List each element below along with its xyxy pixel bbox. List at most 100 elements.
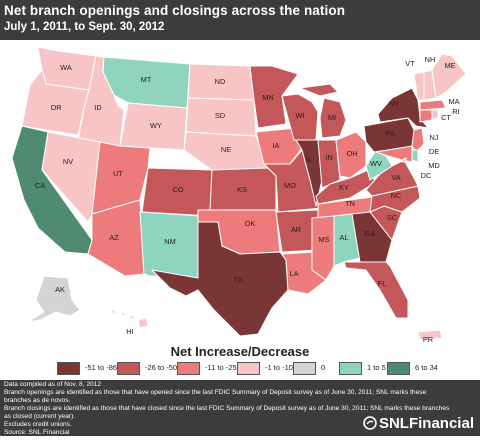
state-label-pr: PR (423, 335, 433, 344)
snl-financial-logo: SNLFinancial (363, 415, 474, 432)
footer-notes: Data compiled as of Nov. 8, 2012 Branch o… (4, 381, 480, 445)
state-label-mo: MO (284, 181, 296, 190)
legend-swatch (57, 362, 80, 375)
state-label-al: AL (339, 233, 348, 242)
header: Net branch openings and closings across … (0, 0, 480, 40)
state-label-me: ME (444, 61, 455, 70)
state-label-va: VA (391, 173, 400, 182)
legend-swatch (387, 362, 410, 375)
state-label-wv: WV (370, 159, 382, 168)
state-ms (311, 215, 335, 281)
state-label-fl: FL (378, 279, 387, 288)
state-ma (419, 99, 447, 111)
state-fl (343, 261, 409, 319)
state-label-nh: NH (425, 55, 436, 64)
us-map: WA OR CA ID NV MT WY UT AZ CO NM ND SD NE KS OK TX MN IA MO… (11, 46, 467, 344)
state-label-id: ID (94, 103, 101, 112)
state-ak (27, 275, 81, 323)
state-label-ny: NY (389, 99, 399, 108)
state-label-pa: PA (385, 129, 394, 138)
state-label-ut: UT (113, 169, 123, 178)
state-nv (41, 131, 101, 223)
state-label-mi: MI (328, 113, 336, 122)
state-dc (401, 157, 407, 163)
state-tx (151, 221, 289, 337)
state-label-tx: TX (233, 275, 243, 284)
state-label-hi: HI (126, 327, 133, 336)
legend-label: -1 to -10 (265, 363, 293, 372)
state-label-mt: MT (141, 75, 152, 84)
state-label-il: IL (306, 155, 312, 164)
state-label-ga: GA (365, 229, 376, 238)
state-me (431, 53, 467, 99)
state-label-ak: AK (55, 285, 65, 294)
footer-note-line: as closed (current year). (4, 413, 76, 420)
legend-swatch (177, 362, 200, 375)
state-nj (411, 127, 425, 153)
state-label-wi: WI (295, 111, 304, 120)
state-label-ia: IA (273, 141, 280, 150)
state-label-in: IN (325, 153, 332, 162)
state-mi (299, 83, 347, 139)
footer-note-line: Branch openings are identified as those … (4, 389, 427, 396)
snl-logo-icon (363, 416, 377, 430)
legend-swatch (339, 362, 362, 375)
state-az (87, 199, 145, 277)
state-ct (419, 109, 433, 123)
state-label-mn: MN (262, 93, 274, 102)
state-label-nj: NJ (429, 133, 438, 142)
legend-swatch (293, 362, 316, 375)
state-label-ok: OK (245, 219, 256, 228)
state-wi (281, 93, 319, 141)
state-label-ne: NE (221, 145, 231, 154)
state-label-wy: WY (150, 121, 162, 130)
state-label-tn: TN (345, 199, 355, 208)
footer-note-line: Map credit: Jesse Bellavance (4, 437, 90, 444)
legend-label: 0 (321, 363, 326, 372)
page-subtitle: July 1, 2011, to Sept. 30, 2012 (4, 21, 165, 33)
state-label-de: DE (429, 147, 439, 156)
state-label-ca: CA (35, 181, 45, 190)
legend-title: Net Increase/Decrease (170, 344, 310, 359)
state-ut (91, 141, 151, 215)
state-mn (249, 65, 299, 129)
state-label-co: CO (172, 185, 183, 194)
state-label-sd: SD (215, 111, 225, 120)
state-label-nc: NC (391, 191, 402, 200)
state-pr (417, 329, 443, 341)
legend-swatch (117, 362, 140, 375)
state-label-az: AZ (109, 233, 119, 242)
page-title: Net branch openings and closings across … (4, 3, 346, 18)
state-label-md: MD (428, 161, 440, 170)
state-label-ms: MS (318, 235, 329, 244)
state-ia (255, 127, 303, 165)
state-label-nd: ND (215, 77, 226, 86)
state-labels: WA OR CA ID NV MT WY UT AZ CO NM ND SD NE KS OK TX MN IA MO… (35, 55, 460, 344)
state-label-nv: NV (63, 157, 73, 166)
legend-label: 6 to 34 (415, 363, 438, 372)
state-al (333, 213, 361, 267)
footer: Data compiled as of Nov. 8, 2012 Branch o… (0, 380, 480, 444)
legend-label: -11 to -25 (205, 363, 237, 372)
state-label-wa: WA (60, 63, 72, 72)
state-label-ar: AR (291, 225, 301, 234)
state-hi (109, 309, 149, 329)
state-label-dc: DC (421, 171, 432, 180)
state-label-sc: SC (387, 213, 398, 222)
legend-label: 1 to 5 (367, 363, 386, 372)
brand-name: SNLFinancial (378, 415, 474, 432)
footer-note-line: Source: SNL Financial (4, 429, 70, 436)
state-label-ky: KY (339, 183, 349, 192)
state-ny (377, 87, 429, 129)
state-label-ct: CT (441, 113, 451, 122)
footer-note-line: branches as de novos. (4, 397, 71, 404)
state-ri (431, 109, 439, 121)
legend-swatch (237, 362, 260, 375)
state-label-ma: MA (448, 97, 459, 106)
state-ga (351, 211, 393, 263)
state-label-nm: NM (164, 237, 176, 246)
state-label-or: OR (50, 103, 61, 112)
state-label-la: LA (289, 269, 298, 278)
legend-label: -51 to -86 (85, 363, 118, 372)
state-label-vt: VT (405, 59, 415, 68)
